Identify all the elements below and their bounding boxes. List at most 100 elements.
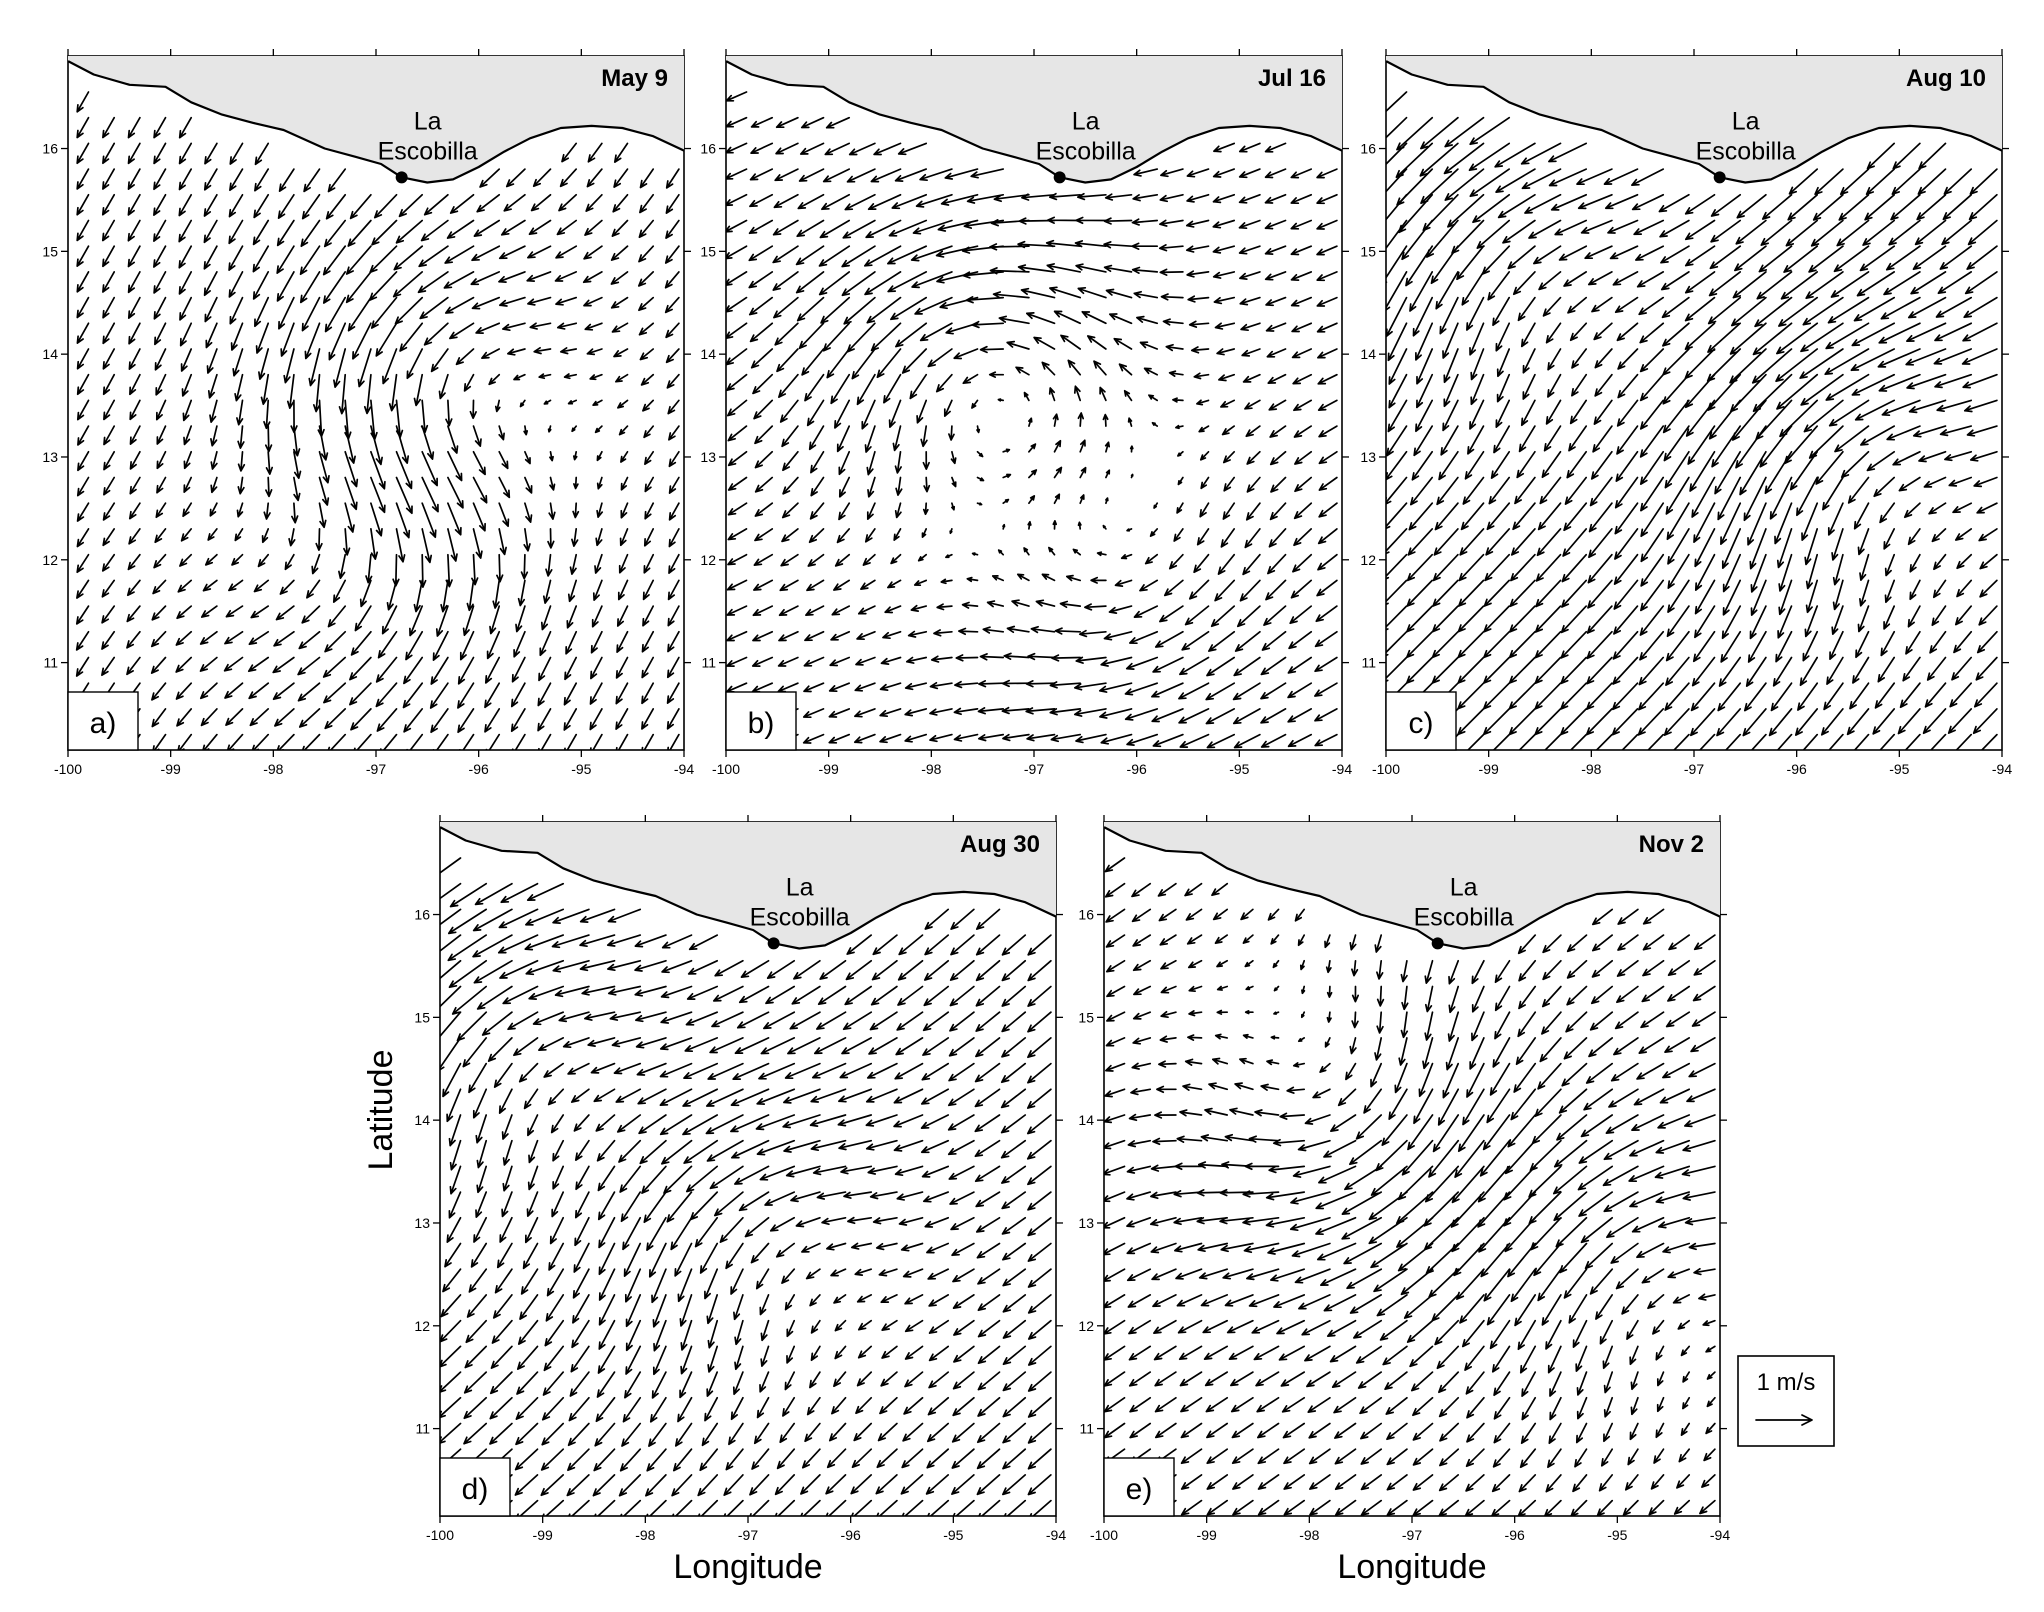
current-vector (936, 603, 953, 611)
current-vector (834, 553, 851, 567)
current-vector (1493, 1422, 1511, 1444)
current-vector (1123, 389, 1133, 402)
current-vector (127, 168, 141, 190)
current-vector (1405, 656, 1434, 684)
current-vector (1484, 553, 1511, 582)
current-vector (1079, 439, 1086, 453)
current-vector (620, 502, 629, 519)
current-vector (1188, 985, 1203, 993)
current-vector (1415, 322, 1434, 361)
panel-c-letter: c) (1409, 707, 1434, 740)
current-vector (1878, 373, 1921, 392)
current-vector (1316, 1242, 1357, 1261)
current-vector (856, 1294, 873, 1303)
current-vector (579, 908, 616, 923)
current-vector (236, 502, 244, 518)
current-vector (920, 1139, 950, 1154)
current-vector (563, 373, 578, 380)
current-vector (726, 142, 748, 154)
current-vector (1489, 1319, 1511, 1350)
current-vector (1179, 656, 1210, 676)
current-vector (236, 399, 244, 426)
current-vector (1006, 340, 1030, 350)
current-vector (749, 168, 774, 181)
current-vector (1108, 313, 1133, 325)
current-vector (370, 399, 378, 441)
current-vector (598, 1294, 616, 1326)
current-vector (679, 1294, 693, 1327)
current-vector (1113, 337, 1133, 350)
current-vector (475, 1114, 488, 1144)
current-vector (1576, 168, 1613, 186)
current-vector (1432, 553, 1459, 582)
current-vector (810, 1345, 821, 1362)
current-vector (760, 1037, 796, 1055)
current-vector (1471, 1011, 1485, 1042)
current-vector (1519, 1448, 1537, 1469)
current-vector (440, 1011, 462, 1038)
current-vector (1326, 1011, 1332, 1023)
current-vector (209, 399, 218, 423)
current-vector (1318, 425, 1338, 438)
current-vector (511, 733, 526, 750)
current-vector (966, 576, 979, 583)
current-vector (1269, 450, 1287, 466)
current-vector (1000, 1139, 1027, 1159)
current-vector (1001, 679, 1030, 688)
current-vector (1105, 908, 1126, 923)
current-vector (646, 1448, 667, 1472)
current-vector (291, 502, 299, 524)
current-vector (554, 271, 578, 282)
current-vector (299, 271, 321, 304)
current-vector (804, 630, 825, 642)
current-vector (639, 168, 655, 189)
current-vector (328, 322, 347, 361)
current-vector (596, 1371, 616, 1398)
current-vector (1562, 528, 1588, 557)
current-vector (1883, 528, 1896, 550)
current-vector (1156, 1085, 1177, 1094)
current-vector (539, 630, 552, 657)
current-vector (540, 1474, 565, 1497)
current-vector (667, 605, 680, 627)
current-vector (850, 1474, 873, 1495)
current-vector (751, 1448, 770, 1470)
current-vector (1956, 579, 1973, 598)
current-vector (1491, 1345, 1511, 1373)
current-vector (1159, 934, 1177, 946)
current-vector (1385, 1396, 1408, 1415)
current-vector (127, 553, 141, 571)
current-vector (781, 528, 799, 543)
current-vector (848, 142, 876, 156)
current-vector (1684, 1114, 1716, 1128)
current-vector (704, 1268, 719, 1300)
current-vector (830, 373, 851, 405)
current-vector (1756, 271, 1793, 300)
current-vector (1349, 1139, 1383, 1166)
current-vector (1132, 959, 1152, 972)
current-vector (1218, 373, 1236, 382)
current-vector (493, 1062, 513, 1088)
current-vector (1381, 1114, 1408, 1146)
current-vector (1349, 1037, 1357, 1055)
current-vector (839, 1062, 873, 1079)
current-vector (1563, 1037, 1588, 1060)
current-vector (1491, 1474, 1511, 1493)
current-vector (976, 502, 983, 506)
current-vector (501, 1191, 513, 1218)
current-vector (1334, 1422, 1357, 1439)
current-vector (734, 1165, 770, 1185)
current-vector (1239, 1057, 1254, 1065)
current-vector (753, 1422, 770, 1445)
current-vector (349, 682, 372, 706)
current-vector (672, 1448, 693, 1472)
current-vector (594, 553, 603, 574)
current-vector (1054, 627, 1082, 635)
current-vector (685, 1165, 719, 1193)
current-vector (490, 1345, 513, 1369)
current-vector (1534, 630, 1562, 659)
current-vector (1053, 493, 1061, 505)
current-vector (1485, 528, 1511, 556)
current-vector (1833, 245, 1870, 273)
current-vector (878, 1268, 898, 1277)
